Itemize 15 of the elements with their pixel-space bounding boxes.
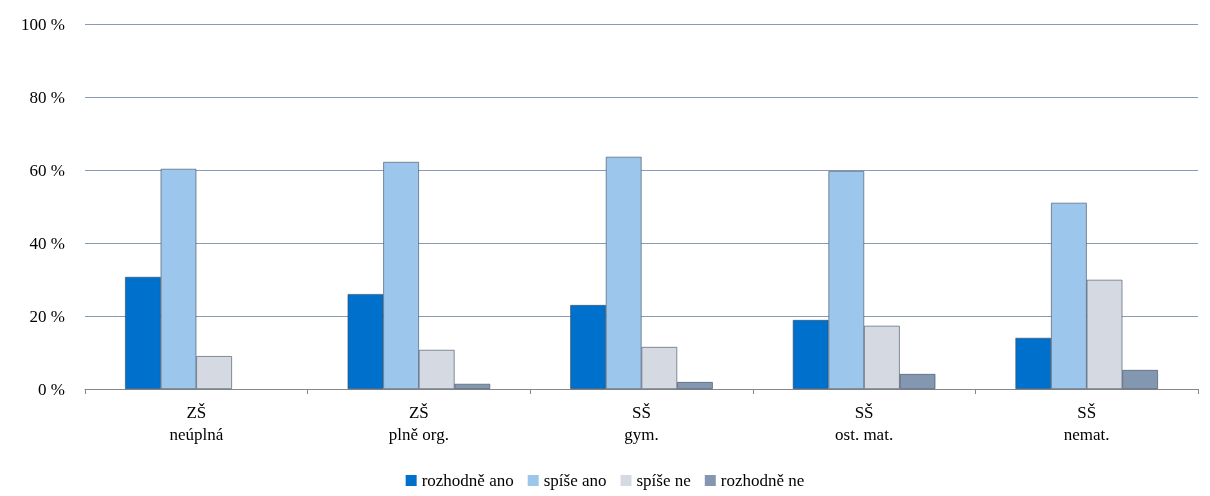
y-tick-label: 40 % bbox=[29, 233, 65, 253]
y-tick-label: 20 % bbox=[29, 306, 65, 326]
x-tick-label: ZŠ neúplná bbox=[169, 402, 224, 444]
x-tick-label: SŠ gym. bbox=[624, 402, 659, 444]
legend-label: spíše ano bbox=[543, 471, 607, 490]
y-tick-label: 100 % bbox=[21, 14, 65, 34]
y-tick-label: 0 % bbox=[38, 379, 65, 399]
legend-label: spíše ne bbox=[636, 471, 691, 490]
x-tick-label: ZŠ plně org. bbox=[388, 402, 449, 444]
x-tick-label: SŠ ost. mat. bbox=[835, 402, 894, 444]
y-tick-label: 60 % bbox=[29, 160, 65, 180]
y-tick-label: 80 % bbox=[29, 87, 65, 107]
legend-label: rozhodně ne bbox=[720, 471, 805, 490]
legend-label: rozhodně ano bbox=[421, 471, 514, 490]
x-tick-label: SŠ nemat. bbox=[1063, 402, 1110, 444]
